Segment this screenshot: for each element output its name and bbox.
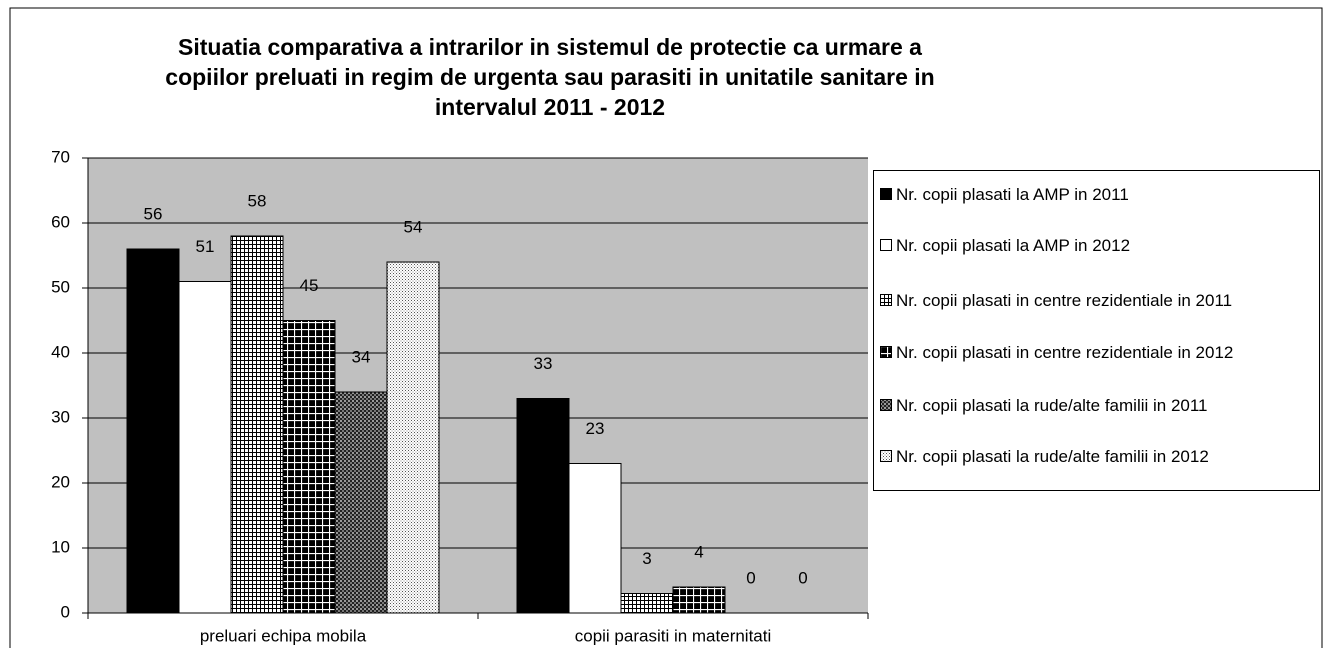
data-label: 4 [694,542,703,561]
legend-key [880,450,892,462]
x-tick-label: copii parasiti in maternitati [575,626,772,645]
bar [230,235,284,614]
bar [620,593,674,614]
data-label: 0 [798,568,807,587]
data-label: 56 [144,204,163,223]
legend-swatch [880,188,892,200]
legend-entry: Nr. copii plasati in centre rezidentiale… [880,341,1300,364]
data-label: 0 [746,568,755,587]
y-tick-label: 40 [51,342,70,361]
bar [126,248,180,614]
legend-label: Nr. copii plasati la AMP in 2012 [896,236,1131,255]
data-label: 23 [586,419,605,438]
frame [9,7,1323,648]
legend-swatch [880,239,892,251]
bar [672,586,726,614]
legend-label: Nr. copii plasati in centre rezidentiale… [896,291,1233,310]
legend-entry: Nr. copii plasati in centre rezidentiale… [880,289,1300,312]
data-label: 54 [404,217,423,236]
legend-key [880,346,892,358]
bar [568,463,622,614]
data-label: 34 [352,347,371,366]
y-tick-label: 10 [51,537,70,556]
legend-label: Nr. copii plasati la rude/alte familii i… [896,396,1208,415]
legend-swatch [880,450,892,462]
legend-entry: Nr. copii plasati la rude/alte familii i… [880,394,1300,417]
legend-key [880,188,892,200]
data-label: 58 [248,191,267,210]
legend: Nr. copii plasati la AMP in 2011 Nr. copi… [873,170,1320,491]
legend-key [880,294,892,306]
chart-title: Situatia comparativa a intrarilor in sis… [165,34,935,120]
bar [282,320,336,614]
legend-label: Nr. copii plasati la rude/alte familii i… [896,447,1209,466]
data-label: 33 [534,354,553,373]
y-tick-label: 0 [61,602,70,621]
x-tick-label: preluari echipa mobila [200,626,367,645]
legend-entry: Nr. copii plasati la AMP in 2011 [880,183,1300,206]
y-tick-label: 20 [51,472,70,491]
bar [334,391,388,614]
legend-swatch [880,399,892,411]
legend-entry: Nr. copii plasati la rude/alte familii i… [880,445,1300,468]
bar [178,281,232,614]
data-label: 3 [642,549,651,568]
y-tick-label: 60 [51,212,70,231]
legend-swatch [880,346,892,358]
legend-swatch [880,294,892,306]
data-label: 51 [196,237,215,256]
data-label: 45 [300,276,319,295]
y-tick-label: 50 [51,277,70,296]
legend-entry: Nr. copii plasati la AMP in 2012 [880,234,1300,257]
y-tick-label: 30 [51,407,70,426]
legend-key [880,239,892,251]
bar [386,261,440,614]
bar [516,398,570,614]
legend-key [880,399,892,411]
y-tick-label: 70 [51,147,70,166]
legend-label: Nr. copii plasati in centre rezidentiale… [896,343,1234,362]
legend-label: Nr. copii plasati la AMP in 2011 [896,185,1129,204]
